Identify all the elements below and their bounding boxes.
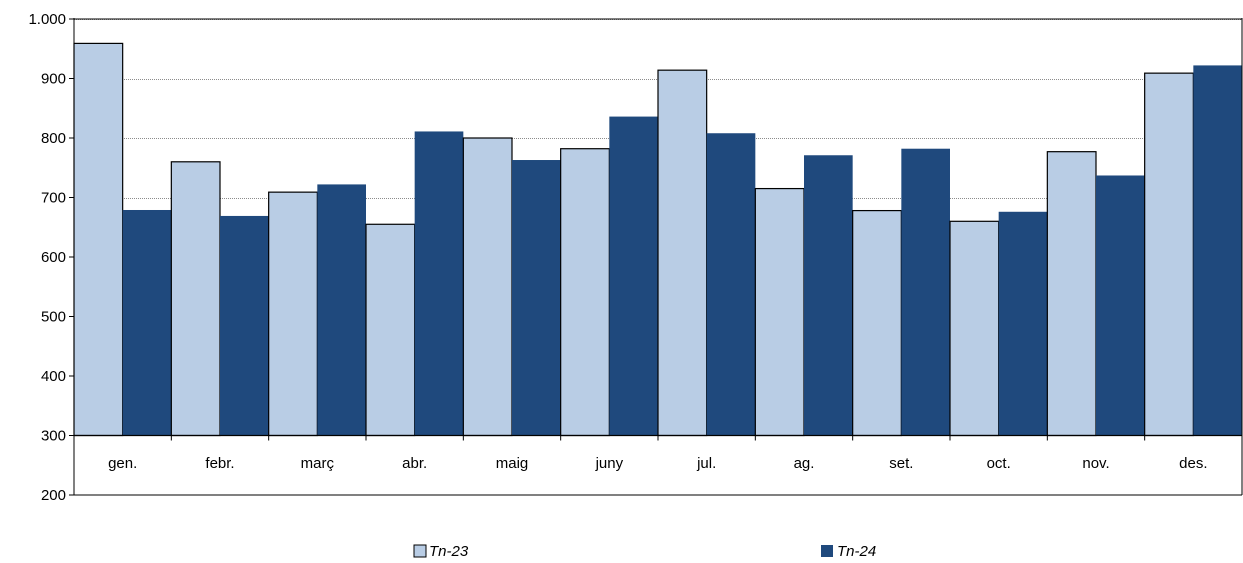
bar-tn-24-5 [609,116,658,436]
legend-item-tn-23: Tn-23 [413,543,469,560]
bar-tn-23-1 [170,161,221,437]
bar-tn-23-10 [1046,151,1097,437]
bar-tn-24-4 [512,160,561,436]
bar-tn-23-6 [657,69,708,437]
bars [73,42,1242,437]
y-tick-label-0: 200 [41,487,66,504]
bar-tn-23-3 [365,223,416,437]
bar-tn-23-9 [949,220,1000,437]
category-label-5: juny [595,455,624,472]
category-label-10: nov. [1082,455,1109,472]
y-tick-label-2: 400 [41,368,66,385]
bar-tn-24-3 [414,131,464,436]
y-tick-label-5: 700 [41,190,66,207]
y-tick-label-7: 900 [41,71,66,88]
bar-tn-24-6 [706,133,756,436]
category-label-4: maig [496,455,529,472]
bar-tn-23-7 [754,187,805,437]
bar-tn-24-11 [1193,65,1242,436]
bar-tn-24-8 [901,148,950,436]
bar-tn-24-1 [220,215,269,436]
bar-tn-23-2 [268,191,318,437]
legend: Tn-23 Tn-24 [413,543,876,560]
y-tick-label-6: 800 [41,130,66,147]
category-label-11: des. [1179,455,1207,472]
category-label-0: gen. [108,455,137,472]
bar-tn-24-2 [317,184,366,436]
bar-tn-23-0 [73,42,124,437]
legend-swatch-tn-24 [821,545,833,557]
category-label-9: oct. [987,455,1011,472]
legend-item-tn-24: Tn-24 [821,543,876,560]
bar-tn-24-0 [122,209,172,436]
y-tick-label-1: 300 [41,428,66,445]
category-label-6: jul. [696,455,716,472]
y-axis-ticks: 200 300 400 500 600 700 800 900 1.000 [28,11,74,504]
legend-swatch-tn-23 [413,544,427,558]
y-tick-label-3: 500 [41,309,66,326]
category-label-2: març [301,455,335,472]
bar-tn-24-9 [998,211,1048,436]
bar-tn-23-5 [560,148,610,437]
category-label-3: abr. [402,455,427,472]
bar-tn-24-7 [804,155,853,436]
bar-tn-24-10 [1096,175,1145,436]
legend-label-tn-23: Tn-23 [429,543,469,560]
category-label-1: febr. [205,455,234,472]
bar-tn-23-4 [462,137,513,437]
x-axis-categories: gen. febr. març abr. maig juny jul. ag. set. oct.… [108,455,1207,472]
category-label-8: set. [889,455,913,472]
y-tick-label-8: 1.000 [28,11,66,28]
category-label-7: ag. [794,455,815,472]
legend-label-tn-24: Tn-24 [837,543,876,560]
bar-tn-23-8 [852,209,902,437]
bar-tn-23-11 [1144,72,1194,437]
y-tick-label-4: 600 [41,249,66,266]
